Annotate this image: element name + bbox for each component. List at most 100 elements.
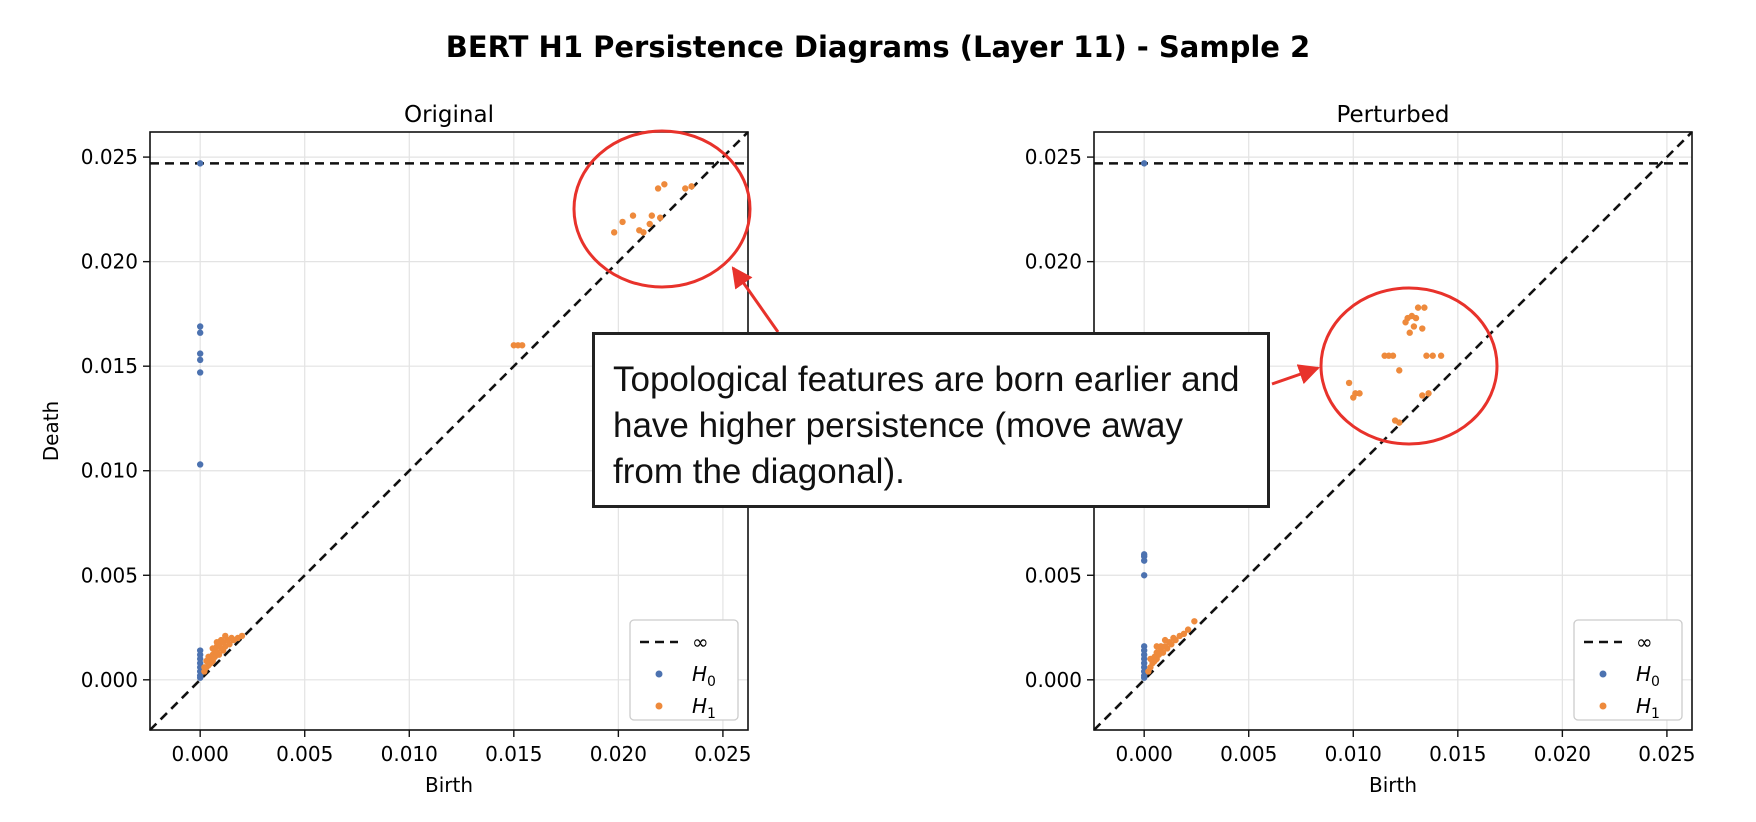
- point-h1: [646, 220, 653, 228]
- point-h1: [1423, 352, 1430, 359]
- x-axis-label: Birth: [425, 773, 473, 797]
- point-h1: [661, 181, 668, 188]
- annotation-text: Topological features are born earlier an…: [613, 360, 1240, 491]
- point-h1: [1412, 314, 1420, 322]
- point-h1: [205, 653, 212, 661]
- point-h0: [196, 356, 204, 364]
- point-h1: [215, 651, 223, 658]
- point-h1: [619, 218, 626, 226]
- legend-box: [1573, 619, 1683, 721]
- point-h1: [1159, 649, 1167, 656]
- point-h1: [654, 185, 662, 192]
- point-h1: [1419, 392, 1426, 399]
- point-h1: [1153, 643, 1160, 650]
- x-tick-label: 0.000: [172, 742, 229, 766]
- y-tick-label: 0.010: [81, 459, 138, 483]
- point-h1: [238, 632, 246, 640]
- panel-title: Perturbed: [1336, 102, 1449, 128]
- panel-title: Original: [404, 102, 494, 128]
- y-tick-label: 0.020: [81, 250, 138, 274]
- point-h0: [196, 323, 204, 330]
- figure-title: BERT H1 Persistence Diagrams (Layer 11) …: [446, 30, 1311, 64]
- y-tick-label: 0.000: [81, 668, 138, 692]
- point-h1: [1184, 626, 1192, 633]
- point-h1: [1396, 419, 1403, 426]
- legend-swatch-h1: [655, 702, 663, 710]
- x-tick-label: 0.020: [1534, 742, 1591, 766]
- x-tick-label: 0.015: [1429, 742, 1486, 766]
- panel-perturbed: 0.000 0.005 0.010 0.015 0.020 0.025 0.000 0.005…: [1025, 102, 1696, 797]
- point-h0: [196, 369, 204, 376]
- legend-swatch-h0: [1599, 670, 1607, 678]
- point-h0: [1140, 572, 1148, 579]
- point-h1: [1414, 304, 1422, 311]
- point-h0: [1140, 557, 1148, 564]
- x-tick-label: 0.005: [276, 742, 333, 766]
- point-h1: [213, 638, 221, 646]
- point-h1: [688, 183, 695, 190]
- point-h1: [682, 185, 689, 192]
- panel-original: 0.000 0.005 0.010 0.015 0.020 0.025 0.000 0.005…: [39, 102, 752, 797]
- point-h0: [196, 350, 204, 357]
- point-h1: [1180, 630, 1188, 638]
- y-axis-label: Death: [39, 401, 63, 461]
- point-h1: [1389, 352, 1397, 359]
- x-tick-label: 0.005: [1220, 742, 1277, 766]
- diagonal-line: [149, 131, 749, 731]
- x-tick-label: 0.010: [381, 742, 438, 766]
- arrow-to-original: [731, 266, 780, 333]
- point-h1: [1437, 352, 1445, 359]
- legend-swatch-h0: [655, 670, 663, 678]
- point-h0: [196, 674, 204, 681]
- point-h1: [1163, 645, 1171, 652]
- point-h0: [196, 329, 204, 336]
- y-tick-label: 0.005: [1025, 563, 1082, 587]
- point-h1: [201, 664, 208, 671]
- point-h1: [1419, 325, 1426, 332]
- annotation-callouts: [572, 129, 1499, 446]
- point-h1: [209, 645, 216, 652]
- y-tick-label: 0.025: [81, 145, 138, 169]
- highlight-ellipse-perturbed: [1319, 286, 1499, 446]
- annotation-box: Topological features are born earlier an…: [592, 332, 1270, 508]
- highlight-ellipse-original: [572, 129, 752, 289]
- point-h0: [1140, 160, 1148, 167]
- y-tick-label: 0.005: [81, 563, 138, 587]
- point-h1: [1147, 655, 1154, 663]
- point-h1: [1345, 379, 1353, 387]
- point-h1: [518, 342, 526, 349]
- diagonal-line: [1093, 131, 1693, 731]
- x-axis-label: Birth: [1369, 773, 1417, 797]
- legend-label-infinity: ∞: [692, 630, 709, 654]
- x-tick-label: 0.025: [694, 742, 751, 766]
- point-h1: [1410, 323, 1418, 330]
- y-tick-label: 0.015: [81, 354, 138, 378]
- y-tick-label: 0.025: [1025, 145, 1082, 169]
- point-h1: [1425, 390, 1432, 397]
- point-h1: [610, 229, 618, 236]
- point-h1: [1406, 329, 1413, 336]
- y-tick-label: 0.000: [1025, 668, 1082, 692]
- point-h1: [648, 212, 656, 219]
- point-h1: [1172, 636, 1179, 644]
- legend-box: [629, 619, 739, 721]
- point-h1: [1191, 618, 1198, 625]
- point-h1: [656, 214, 664, 221]
- point-h1: [640, 229, 647, 236]
- legend-label-infinity: ∞: [1636, 630, 1653, 654]
- point-h1: [1429, 352, 1436, 359]
- x-tick-label: 0.015: [485, 742, 542, 766]
- point-h1: [226, 641, 233, 648]
- point-h1: [1396, 367, 1403, 374]
- point-h0: [196, 160, 204, 167]
- point-h1: [1168, 641, 1175, 648]
- point-h0: [196, 461, 204, 468]
- point-h1: [1421, 304, 1428, 311]
- point-h1: [629, 212, 637, 219]
- point-h1: [1356, 390, 1363, 397]
- x-tick-label: 0.000: [1116, 742, 1173, 766]
- arrow-to-perturbed: [1271, 364, 1320, 386]
- x-tick-label: 0.010: [1325, 742, 1382, 766]
